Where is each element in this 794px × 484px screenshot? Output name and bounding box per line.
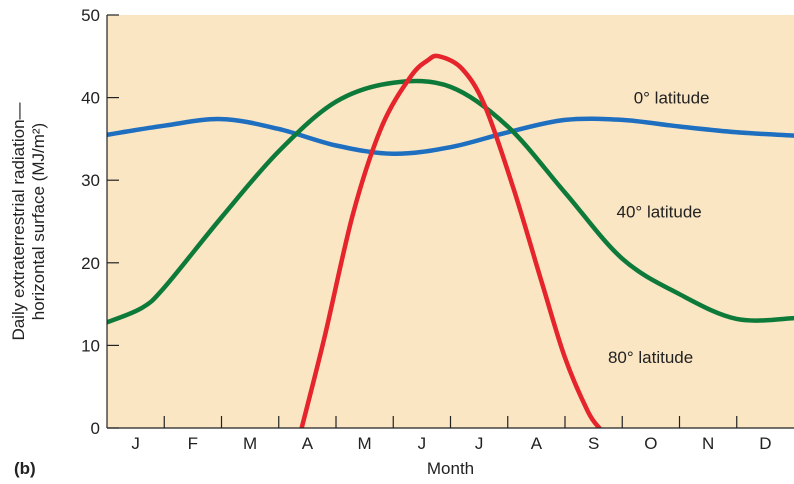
panel-label: (b) <box>14 459 36 478</box>
y-tick-label: 50 <box>81 6 100 25</box>
x-tick-label: F <box>188 434 198 453</box>
axes-layer <box>106 14 794 429</box>
plot-background <box>107 15 794 428</box>
y-tick-label: 20 <box>81 254 100 273</box>
series-label-40-latitude: 40° latitude <box>617 203 702 222</box>
y-tick-label: 30 <box>81 171 100 190</box>
x-tick-label: J <box>475 434 484 453</box>
x-tick-label: J <box>131 434 140 453</box>
x-tick-label: M <box>243 434 257 453</box>
y-tick-label: 40 <box>81 89 100 108</box>
series-line-80-latitude <box>299 53 602 428</box>
series-layer <box>107 53 794 428</box>
y-tick-label: 10 <box>81 336 100 355</box>
x-tick-label: J <box>418 434 427 453</box>
x-tick-label: O <box>644 434 657 453</box>
x-tick-label: S <box>588 434 599 453</box>
x-tick-label: D <box>759 434 771 453</box>
labels-layer: 0 10 20 30 40 50 J F M A M J J A S O N D 0° latitude 40° la… <box>81 6 771 453</box>
y-tick-label: 0 <box>91 419 100 438</box>
x-tick-label: A <box>531 434 543 453</box>
y-axis-title-line2: horizontal surface (MJ/m²) <box>29 123 48 320</box>
x-tick-label: N <box>702 434 714 453</box>
y-axis-title-line1: Daily extraterrestrial radiation— <box>9 102 28 340</box>
series-line-40-latitude <box>107 78 794 325</box>
x-tick-label: A <box>302 434 314 453</box>
x-axis-title: Month <box>427 459 474 478</box>
series-line-0-latitude <box>107 116 794 157</box>
series-label-80-latitude: 80° latitude <box>608 348 693 367</box>
x-tick-label: M <box>358 434 372 453</box>
series-label-0-latitude: 0° latitude <box>634 89 710 108</box>
